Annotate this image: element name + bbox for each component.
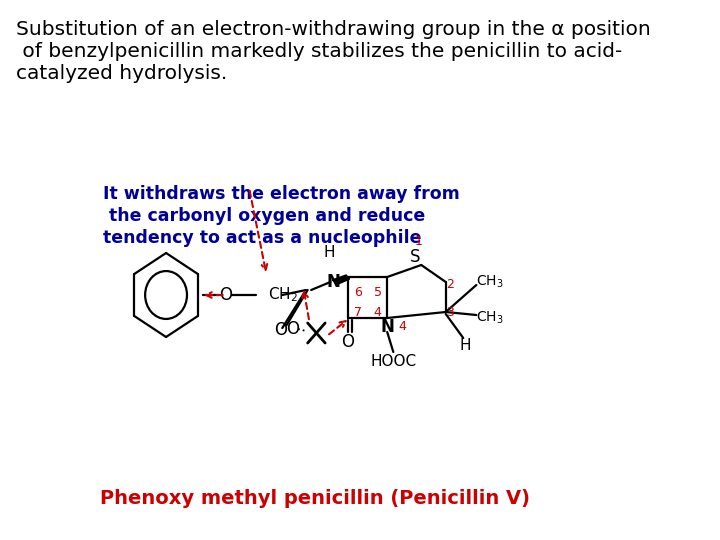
- Text: 2: 2: [446, 279, 454, 292]
- Text: 3: 3: [446, 306, 454, 319]
- Text: 1: 1: [415, 235, 423, 248]
- Text: CH$_2$: CH$_2$: [269, 286, 298, 305]
- Text: Substitution of an electron-withdrawing group in the α position: Substitution of an electron-withdrawing …: [16, 20, 650, 39]
- Text: 5: 5: [374, 286, 382, 299]
- Text: of benzylpenicillin markedly stabilizes the penicillin to acid-: of benzylpenicillin markedly stabilizes …: [16, 42, 622, 61]
- Text: O: O: [287, 320, 300, 338]
- Text: O: O: [219, 286, 232, 304]
- Text: 6: 6: [354, 286, 362, 299]
- Polygon shape: [332, 275, 350, 284]
- Text: Phenoxy methyl penicillin (Penicillin V): Phenoxy methyl penicillin (Penicillin V): [99, 489, 530, 508]
- Text: catalyzed hydrolysis.: catalyzed hydrolysis.: [16, 64, 227, 83]
- Text: H: H: [324, 245, 336, 260]
- Text: 7: 7: [354, 306, 362, 319]
- Text: O: O: [341, 333, 354, 351]
- Text: CH$_3$: CH$_3$: [477, 310, 504, 326]
- Text: the carbonyl oxygen and reduce: the carbonyl oxygen and reduce: [103, 207, 426, 225]
- Text: It withdraws the electron away from: It withdraws the electron away from: [103, 185, 460, 203]
- Text: N: N: [327, 273, 341, 291]
- Text: 4: 4: [398, 321, 406, 334]
- Text: H: H: [459, 338, 471, 353]
- Text: tendency to act as a nucleophile: tendency to act as a nucleophile: [103, 229, 422, 247]
- Text: HOOC: HOOC: [370, 354, 416, 369]
- Text: S: S: [410, 248, 420, 266]
- Text: N: N: [380, 318, 394, 336]
- Text: 4: 4: [374, 306, 382, 319]
- Text: O: O: [274, 321, 287, 339]
- Text: CH$_3$: CH$_3$: [477, 274, 504, 290]
